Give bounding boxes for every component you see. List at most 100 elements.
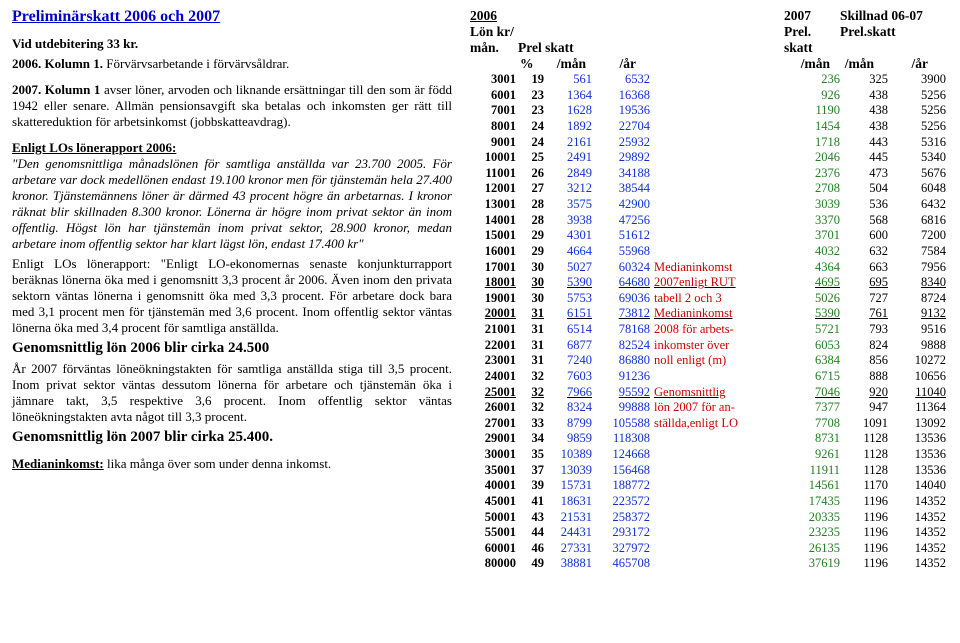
table-row: 1700130502760324Medianinkomst43646637956: [470, 260, 948, 276]
hdr-2006: 2006: [470, 8, 590, 24]
table-cell: 236: [794, 72, 842, 88]
table-cell: [652, 510, 794, 526]
table-cell: 5256: [890, 103, 948, 119]
table-cell: 49: [518, 556, 546, 572]
table-cell: [652, 88, 794, 104]
subheading-rate: Vid utdebitering 33 kr.: [12, 36, 452, 52]
table-cell: 2491: [546, 150, 594, 166]
table-cell: 24: [518, 119, 546, 135]
table-cell: 1628: [546, 103, 594, 119]
table-cell: 99888: [594, 400, 652, 416]
table-cell: 7603: [546, 369, 594, 385]
table-cell: 47256: [594, 213, 652, 229]
table-cell: [652, 103, 794, 119]
table-cell: 325: [842, 72, 890, 88]
table-cell: 22001: [470, 338, 518, 354]
table-row: 35001371303915646811911112813536: [470, 463, 948, 479]
table-cell: 1128: [842, 431, 890, 447]
table-cell: 28: [518, 213, 546, 229]
table-cell: 29: [518, 228, 546, 244]
table-cell: 11911: [794, 463, 842, 479]
table-header-block: 2006 2007 Skillnad 06-07 Lön kr/ Prel. P…: [470, 8, 948, 72]
table-cell: [652, 150, 794, 166]
table-cell: 600: [842, 228, 890, 244]
table-cell: 8799: [546, 416, 594, 432]
table-cell: 438: [842, 88, 890, 104]
table-row: 60001462733132797226135119614352: [470, 541, 948, 557]
table-cell: 9516: [890, 322, 948, 338]
table-cell: 14001: [470, 213, 518, 229]
table-cell: 30: [518, 275, 546, 291]
table-cell: 727: [842, 291, 890, 307]
table-row: 18001305390646802007enligt RUT4695695834…: [470, 275, 948, 291]
table-cell: 536: [842, 197, 890, 213]
table-cell: 6816: [890, 213, 948, 229]
table-row: 6001231364163689264385256: [470, 88, 948, 104]
table-cell: 9888: [890, 338, 948, 354]
table-cell: 14040: [890, 478, 948, 494]
table-cell: 45001: [470, 494, 518, 510]
table-cell: 17001: [470, 260, 518, 276]
table-cell: 7240: [546, 353, 594, 369]
table-cell: 3938: [546, 213, 594, 229]
table-cell: 445: [842, 150, 890, 166]
table-cell: 13536: [890, 463, 948, 479]
para-2007-label: 2007. Kolumn 1: [12, 82, 100, 97]
tax-table: 3001195616532236325390060012313641636892…: [470, 72, 948, 572]
table-row: 130012835754290030395366432: [470, 197, 948, 213]
table-cell: 20335: [794, 510, 842, 526]
table-cell: 10656: [890, 369, 948, 385]
table-cell: 5676: [890, 166, 948, 182]
table-cell: 156468: [594, 463, 652, 479]
table-cell: 1128: [842, 463, 890, 479]
table-cell: 9001: [470, 135, 518, 151]
table-cell: 14352: [890, 494, 948, 510]
table-cell: 25: [518, 150, 546, 166]
table-cell: 4664: [546, 244, 594, 260]
table-row: 45001411863122357217435119614352: [470, 494, 948, 510]
table-cell: 64680: [594, 275, 652, 291]
table-cell: 465708: [594, 556, 652, 572]
table-cell: 5027: [546, 260, 594, 276]
table-cell: [652, 369, 794, 385]
table-cell: Medianinkomst: [652, 306, 794, 322]
table-cell: 15001: [470, 228, 518, 244]
avg-2007: Genomsnittlig lön 2007 blir cirka 25.400…: [12, 429, 452, 446]
table-cell: 8724: [890, 291, 948, 307]
table-row: 2300131724086880noll enligt (m)638485610…: [470, 353, 948, 369]
table-row: 110012628493418823764735676: [470, 166, 948, 182]
median-label: Medianinkomst:: [12, 456, 104, 471]
table-cell: 14561: [794, 478, 842, 494]
table-cell: 568: [842, 213, 890, 229]
table-cell: 18001: [470, 275, 518, 291]
table-cell: 38881: [546, 556, 594, 572]
table-cell: 1364: [546, 88, 594, 104]
table-cell: Genomsnittlig: [652, 385, 794, 401]
table-cell: 51612: [594, 228, 652, 244]
table-cell: 2007enligt RUT: [652, 275, 794, 291]
table-cell: 28: [518, 197, 546, 213]
table-cell: [652, 72, 794, 88]
table-cell: 3575: [546, 197, 594, 213]
page: Preliminärskatt 2006 och 2007 Vid utdebi…: [12, 8, 948, 572]
table-cell: 4301: [546, 228, 594, 244]
table-cell: 6432: [890, 197, 948, 213]
table-cell: 23001: [470, 353, 518, 369]
table-cell: 327972: [594, 541, 652, 557]
table-cell: tabell 2 och 3: [652, 291, 794, 307]
table-cell: 504: [842, 181, 890, 197]
table-row: 2500132796695592Genomsnittlig70469201104…: [470, 385, 948, 401]
hdr-ar-2006: /år: [586, 56, 636, 72]
table-cell: 2008 för arbets-: [652, 322, 794, 338]
table-cell: 39: [518, 478, 546, 494]
table-cell: 2376: [794, 166, 842, 182]
table-cell: 1170: [842, 478, 890, 494]
table-cell: 118308: [594, 431, 652, 447]
table-cell: 4695: [794, 275, 842, 291]
table-cell: 23: [518, 88, 546, 104]
table-cell: [652, 166, 794, 182]
table-cell: 50001: [470, 510, 518, 526]
table-cell: 55968: [594, 244, 652, 260]
table-cell: [652, 556, 794, 572]
table-cell: 6001: [470, 88, 518, 104]
